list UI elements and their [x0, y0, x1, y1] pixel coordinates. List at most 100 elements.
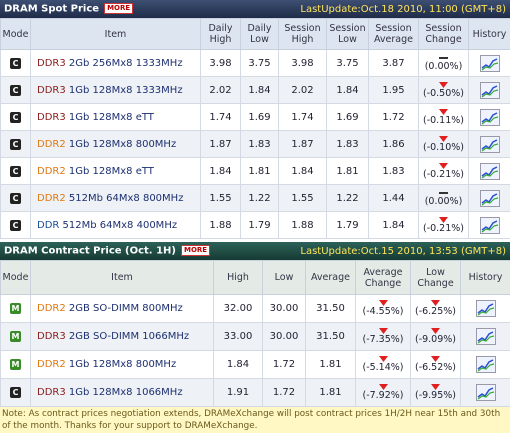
price-table: Mode Item Daily High Daily Low Session High S… [0, 18, 510, 239]
item-type: DDR2 [37, 359, 66, 370]
price-cell: 1.84 [278, 157, 327, 185]
change-value: (0.00%) [424, 195, 463, 207]
history-icon[interactable] [479, 108, 500, 126]
change-cell: (-5.14%) [355, 350, 411, 379]
mode-cell: M [0, 350, 31, 379]
history-icon[interactable] [475, 384, 496, 401]
price-cell: 31.50 [305, 294, 356, 323]
price-cell: 30.00 [262, 294, 306, 323]
item-type: DDR2 [37, 303, 66, 314]
table-row: C DDR3 1Gb 128Mx8 1333MHz 2.02 1.84 2.02 1.84… [0, 76, 510, 104]
item-name: 1Gb 128Mx8 1066MHz [68, 387, 183, 398]
change-value: (-6.25%) [414, 306, 457, 317]
change-value: (0.00%) [424, 60, 463, 72]
down-arrow [431, 384, 440, 390]
item-name: 1Gb 128Mx8 800MHz [68, 138, 177, 150]
change-cell: (0.00%) [418, 184, 469, 212]
price-cell: 1.84 [213, 350, 263, 379]
history-icon[interactable] [475, 328, 496, 345]
item-cell: DDR3 1Gb 128Mx8 1066MHz [30, 378, 214, 407]
table-row: M DDR2 2GB SO-DIMM 800MHz 32.00 30.00 31.50(… [0, 294, 510, 323]
down-arrow [439, 162, 448, 169]
change-cell: (-0.21%) [418, 157, 469, 185]
price-cell: 1.79 [326, 211, 369, 239]
down-arrow [378, 300, 388, 306]
change-value: (-7.92%) [362, 390, 404, 401]
history-cell [460, 322, 510, 351]
item-type: DDR2 [37, 165, 66, 177]
table-row: M DDR3 2GB SO-DIMM 1066MHz 33.00 30.00 31.50… [0, 322, 510, 351]
price-cell: 1.72 [262, 378, 306, 407]
more-button[interactable]: MORE [104, 3, 134, 15]
history-icon[interactable] [475, 300, 496, 317]
mode-icon: M [10, 303, 21, 314]
mode-cell: C [0, 49, 31, 77]
item-name: 512Mb 64Mx8 400MHz [62, 219, 178, 231]
column-header: Session High [278, 18, 327, 50]
flat-dash [439, 56, 448, 59]
note: Note: As contract prices negotiation ext… [0, 407, 510, 433]
history-icon[interactable] [479, 162, 500, 180]
history-cell [468, 157, 510, 185]
price-cell: 1.69 [326, 103, 369, 131]
column-header: Session Change [418, 18, 469, 50]
column-header: Daily Low [240, 18, 279, 50]
price-cell: 2.02 [278, 76, 327, 104]
history-icon[interactable] [479, 216, 500, 234]
item-cell: DDR3 1Gb 128Mx8 1333MHz [30, 76, 201, 104]
change-cell: (-0.21%) [418, 211, 469, 239]
header-row: Mode Item High Low Average Average Change Low … [0, 260, 510, 295]
change-value: (-0.10%) [422, 141, 465, 153]
mode-cell: C [0, 103, 31, 131]
history-icon[interactable] [479, 135, 500, 153]
price-cell: 1.83 [368, 157, 419, 185]
history-cell [468, 130, 510, 158]
history-icon[interactable] [479, 81, 500, 99]
table-row: C DDR3 2Gb 256Mx8 1333MHz 3.98 3.75 3.98 3.75… [0, 49, 510, 77]
price-cell: 31.50 [305, 322, 356, 351]
change-cell: (-0.50%) [418, 76, 469, 104]
change-cell: (-9.09%) [410, 322, 461, 351]
item-cell: DDR2 1Gb 128Mx8 800MHz [30, 130, 201, 158]
section-title-wrap: DRAM Contract Price (Oct. 1H) MORE [4, 245, 211, 257]
header-row: Mode Item Daily High Daily Low Session High S… [0, 18, 510, 50]
mode-icon: C [10, 111, 21, 123]
price-cell: 1.87 [278, 130, 327, 158]
down-arrow [439, 81, 448, 88]
last-update: LastUpdate:Oct.15 2010, 13:53 (GMT+8) [300, 245, 506, 257]
more-button[interactable]: MORE [181, 245, 211, 257]
history-cell [468, 184, 510, 212]
section-header: DRAM Spot Price MORE LastUpdate:Oct.18 201… [0, 0, 510, 18]
section-title-wrap: DRAM Spot Price MORE [4, 3, 134, 15]
change-value: (-0.21%) [422, 222, 465, 234]
last-update: LastUpdate:Oct.18 2010, 11:00 (GMT+8) [300, 3, 506, 15]
table-row: C DDR2 1Gb 128Mx8 eTT 1.84 1.81 1.84 1.81 1.83… [0, 157, 510, 185]
change-value: (-6.52%) [414, 362, 457, 373]
price-cell: 1.88 [200, 211, 241, 239]
price-cell: 1.81 [305, 350, 356, 379]
change-value: (-9.09%) [414, 334, 457, 345]
item-cell: DDR2 1Gb 128Mx8 eTT [30, 157, 201, 185]
change-cell: (-6.52%) [410, 350, 461, 379]
price-cell: 1.86 [368, 130, 419, 158]
table-row: C DDR 512Mb 64Mx8 400MHz 1.88 1.79 1.88 1.79 1… [0, 211, 510, 239]
price-cell: 1.81 [240, 157, 279, 185]
price-cell: 1.22 [326, 184, 369, 212]
down-arrow [378, 356, 388, 362]
table-row: C DDR2 1Gb 128Mx8 800MHz 1.87 1.83 1.87 1.83 1… [0, 130, 510, 158]
price-cell: 1.81 [305, 378, 356, 407]
history-icon[interactable] [479, 189, 500, 207]
column-header: Session Average [368, 18, 419, 50]
history-icon[interactable] [479, 54, 500, 72]
item-type: DDR3 [37, 57, 66, 69]
item-name: 512Mb 64Mx8 800MHz [68, 192, 184, 204]
history-cell [468, 49, 510, 77]
price-cell: 1.84 [368, 211, 419, 239]
history-icon[interactable] [475, 356, 496, 373]
item-name: 2GB SO-DIMM 800MHz [68, 303, 183, 314]
change-cell: (-4.55%) [355, 294, 411, 323]
price-cell: 1.87 [200, 130, 241, 158]
table-row: M DDR2 1Gb 128Mx8 800MHz 1.84 1.72 1.81 (-5.1… [0, 350, 510, 379]
